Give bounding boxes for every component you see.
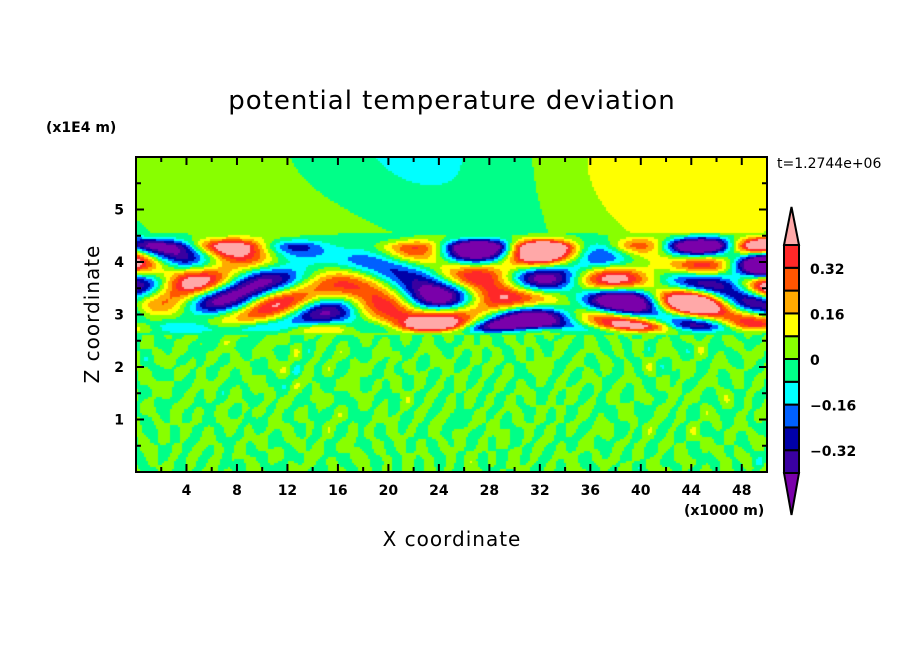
colorbar-box	[783, 266, 800, 292]
colorbar-box	[783, 358, 800, 383]
y-tick-label: 3	[114, 308, 124, 324]
x-tick-label: 44	[682, 483, 702, 499]
x-tick-label: 24	[429, 483, 449, 499]
y-axis-unit: (x1E4 m)	[46, 120, 117, 136]
time-label: t=1.2744e+06	[777, 156, 882, 172]
plot-frame	[135, 156, 768, 473]
y-tick-label: 1	[114, 413, 124, 429]
colorbar-box	[783, 335, 800, 361]
colorbar-box	[783, 244, 800, 269]
x-tick-label: 28	[480, 483, 499, 499]
chart-title: potential temperature deviation	[228, 86, 676, 116]
colorbar-box	[783, 380, 800, 406]
colorbar-label: −0.32	[810, 444, 856, 460]
x-tick-label: 4	[182, 483, 192, 499]
y-tick-label: 4	[114, 255, 124, 271]
colorbar-lower-triangle	[782, 472, 801, 516]
colorbar-label: 0.16	[810, 307, 845, 323]
x-tick-label: 36	[581, 483, 600, 499]
y-tick-label: 5	[114, 203, 124, 219]
x-tick-label: 12	[278, 483, 297, 499]
x-tick-label: 20	[379, 483, 399, 499]
colorbar-label: −0.16	[810, 399, 856, 415]
colorbar-label: 0.32	[810, 262, 845, 278]
colorbar-box	[783, 426, 800, 452]
contour-field	[136, 157, 767, 472]
colorbar-box	[783, 312, 800, 338]
x-tick-label: 48	[732, 483, 751, 499]
colorbar-box	[783, 449, 800, 475]
x-tick-label: 8	[232, 483, 242, 499]
x-axis-unit: (x1000 m)	[684, 503, 765, 519]
x-tick-label: 16	[328, 483, 347, 499]
colorbar-label: 0	[810, 353, 820, 369]
colorbar-box	[783, 403, 800, 429]
x-tick-label: 40	[631, 483, 651, 499]
colorbar-upper-triangle	[782, 206, 801, 246]
colorbar-box	[783, 289, 800, 315]
y-tick-label: 2	[114, 360, 124, 376]
x-tick-label: 32	[530, 483, 549, 499]
x-axis-label: X coordinate	[382, 527, 522, 551]
